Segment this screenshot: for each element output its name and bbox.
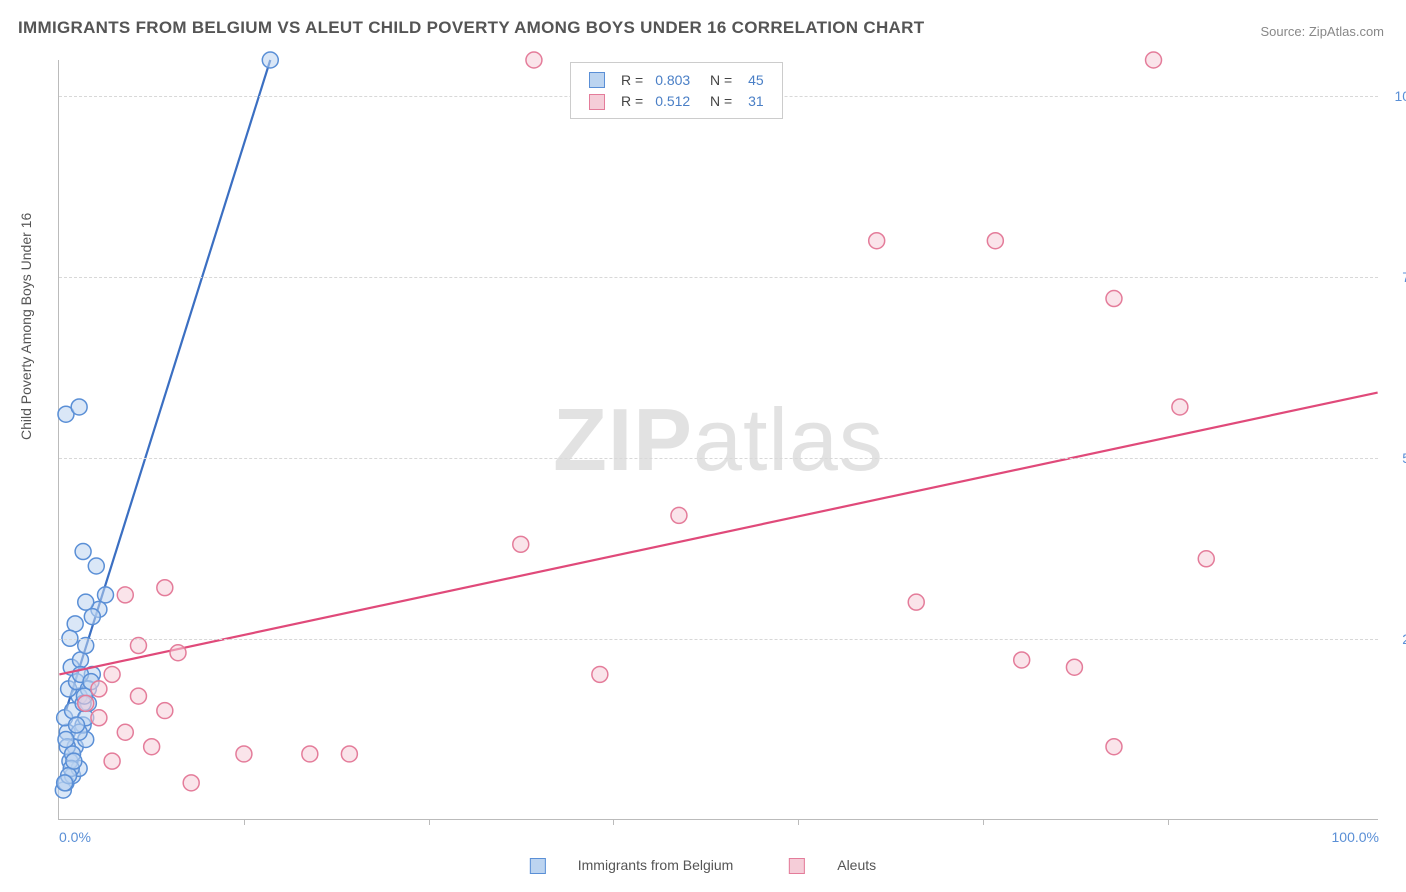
legend-n-value: 45: [738, 69, 769, 90]
data-point: [1198, 551, 1214, 567]
data-point: [71, 399, 87, 415]
data-point: [987, 233, 1003, 249]
data-point: [341, 746, 357, 762]
data-point: [72, 652, 88, 668]
data-point: [592, 666, 608, 682]
data-point: [66, 753, 82, 769]
legend-correlation: R =0.803 N = 45R =0.512 N = 31: [570, 62, 783, 119]
data-point: [1106, 291, 1122, 307]
legend-r-value: 0.512: [649, 90, 696, 111]
data-point: [98, 587, 114, 603]
data-point: [75, 544, 91, 560]
legend-swatch: [789, 858, 805, 874]
data-point: [69, 717, 85, 733]
data-point: [170, 645, 186, 661]
data-point: [67, 616, 83, 632]
y-tick-label: 50.0%: [1384, 450, 1406, 466]
chart-title: IMMIGRANTS FROM BELGIUM VS ALEUT CHILD P…: [18, 18, 924, 38]
x-tick-label: 100.0%: [1332, 829, 1379, 845]
legend-table: R =0.803 N = 45R =0.512 N = 31: [583, 69, 770, 112]
gridline-h: [59, 639, 1378, 640]
plot-area: ZIPatlas 25.0%50.0%75.0%100.0%0.0%100.0%: [58, 60, 1378, 820]
data-point: [91, 681, 107, 697]
data-point: [302, 746, 318, 762]
data-point: [57, 775, 73, 791]
legend-swatch: [589, 94, 605, 110]
legend-n-label: N =: [696, 90, 738, 111]
source-attribution: Source: ZipAtlas.com: [1260, 24, 1384, 39]
data-point: [908, 594, 924, 610]
y-tick-label: 100.0%: [1384, 88, 1406, 104]
legend-row: R =0.512 N = 31: [583, 90, 770, 111]
legend-swatch: [589, 72, 605, 88]
data-point: [1146, 52, 1162, 68]
data-point: [869, 233, 885, 249]
legend-r-label: R =: [615, 69, 649, 90]
data-point: [513, 536, 529, 552]
x-tick-mark: [983, 819, 984, 825]
x-tick-mark: [798, 819, 799, 825]
legend-row: R =0.803 N = 45: [583, 69, 770, 90]
data-point: [157, 580, 173, 596]
x-tick-mark: [613, 819, 614, 825]
data-point: [157, 703, 173, 719]
data-point: [104, 666, 120, 682]
data-point: [183, 775, 199, 791]
gridline-h: [59, 277, 1378, 278]
x-tick-mark: [1168, 819, 1169, 825]
plot-svg: [59, 60, 1378, 819]
x-tick-mark: [244, 819, 245, 825]
legend-swatch: [530, 858, 546, 874]
legend-series: Immigrants from Belgium Aleuts: [502, 857, 904, 874]
y-axis-label: Child Poverty Among Boys Under 16: [18, 213, 34, 440]
legend-item: Immigrants from Belgium: [516, 857, 747, 873]
data-point: [526, 52, 542, 68]
data-point: [91, 710, 107, 726]
x-tick-mark: [429, 819, 430, 825]
data-point: [671, 507, 687, 523]
y-tick-label: 75.0%: [1384, 269, 1406, 285]
data-point: [117, 724, 133, 740]
data-point: [58, 731, 74, 747]
legend-n-label: N =: [696, 69, 738, 90]
x-tick-label: 0.0%: [59, 829, 91, 845]
data-point: [78, 695, 94, 711]
legend-r-label: R =: [615, 90, 649, 111]
trend-line: [59, 393, 1377, 675]
data-point: [1172, 399, 1188, 415]
data-point: [1066, 659, 1082, 675]
data-point: [104, 753, 120, 769]
legend-n-value: 31: [738, 90, 769, 111]
legend-label: Aleuts: [837, 857, 876, 873]
data-point: [84, 609, 100, 625]
data-point: [1106, 739, 1122, 755]
legend-item: Aleuts: [775, 857, 890, 873]
data-point: [1014, 652, 1030, 668]
data-point: [262, 52, 278, 68]
legend-r-value: 0.803: [649, 69, 696, 90]
data-point: [117, 587, 133, 603]
data-point: [130, 688, 146, 704]
data-point: [144, 739, 160, 755]
y-tick-label: 25.0%: [1384, 631, 1406, 647]
gridline-h: [59, 458, 1378, 459]
legend-label: Immigrants from Belgium: [578, 857, 734, 873]
data-point: [78, 594, 94, 610]
data-point: [88, 558, 104, 574]
